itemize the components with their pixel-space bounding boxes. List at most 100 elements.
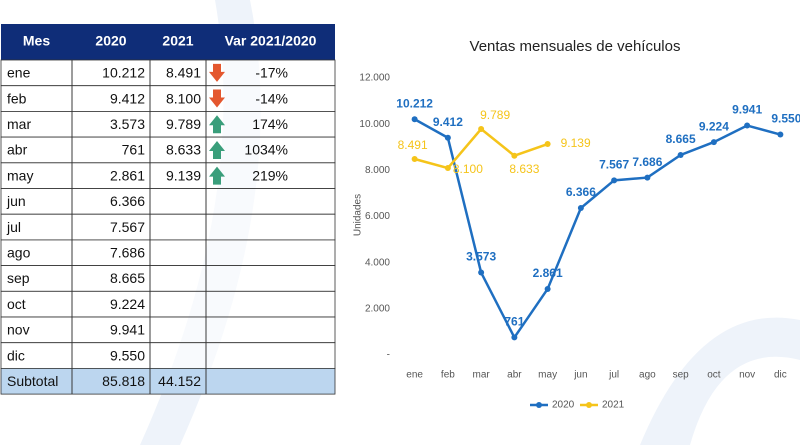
x-tick-label: may bbox=[538, 370, 557, 381]
data-label: 761 bbox=[504, 315, 524, 329]
data-point bbox=[478, 126, 485, 133]
arrow-up-icon bbox=[209, 140, 225, 159]
data-point bbox=[411, 155, 418, 162]
table-cell: 9.412 bbox=[110, 90, 145, 106]
arrow-up-icon bbox=[209, 166, 225, 185]
table-cell: 3.573 bbox=[110, 116, 145, 132]
data-point bbox=[744, 122, 751, 129]
table-cell-border bbox=[205, 367, 336, 395]
table-cell: 8.100 bbox=[166, 90, 201, 106]
data-point bbox=[677, 151, 684, 158]
table-cell: 7.567 bbox=[110, 219, 145, 235]
table-header-bg bbox=[1, 24, 335, 60]
data-label: 9.941 bbox=[732, 103, 762, 117]
table-header-cell: Var 2021/2020 bbox=[225, 33, 317, 49]
table-cell: 10.212 bbox=[102, 65, 145, 81]
table-cell: 9.224 bbox=[110, 296, 145, 312]
x-tick-label: sep bbox=[673, 370, 690, 381]
series-line bbox=[414, 118, 781, 340]
table-row-bg bbox=[1, 85, 335, 112]
arrow-down-icon bbox=[209, 89, 225, 108]
table-cell: 44.152 bbox=[158, 373, 201, 389]
table-cell: 761 bbox=[122, 142, 146, 158]
data-point bbox=[544, 141, 551, 148]
data-label: 8.665 bbox=[666, 132, 696, 146]
arrow-down-icon bbox=[209, 63, 225, 82]
data-point bbox=[444, 134, 451, 141]
table-row-bg bbox=[1, 214, 335, 240]
x-tick-label: ago bbox=[639, 370, 656, 381]
table-cell: feb bbox=[7, 90, 27, 106]
table-cell: 9.139 bbox=[166, 167, 201, 183]
table-cell: 8.665 bbox=[110, 270, 145, 286]
table-cell: 1034% bbox=[244, 142, 288, 158]
data-label: 2.861 bbox=[533, 266, 563, 280]
data-point bbox=[478, 269, 485, 276]
table-cell: may bbox=[7, 167, 33, 183]
table-row-bg bbox=[1, 368, 335, 395]
table-row-bg bbox=[1, 188, 335, 215]
table-cell: -14% bbox=[255, 90, 288, 106]
table-cell: -17% bbox=[255, 65, 288, 81]
table-header-cell: 2020 bbox=[95, 33, 126, 49]
data-point bbox=[411, 116, 418, 123]
data-label: 9.412 bbox=[433, 115, 463, 129]
table-cell: 85.818 bbox=[102, 373, 145, 389]
table-cell: sep bbox=[7, 270, 30, 286]
table-cell: 9.941 bbox=[110, 322, 145, 338]
legend-label: 2020 bbox=[552, 400, 575, 411]
data-point bbox=[777, 131, 784, 138]
table-cell: jul bbox=[6, 219, 21, 235]
y-tick-label: 8.000 bbox=[365, 165, 390, 176]
table-row-bg bbox=[1, 111, 335, 138]
data-point bbox=[511, 152, 518, 159]
data-label: 8.633 bbox=[509, 162, 539, 176]
table-cell: jun bbox=[6, 193, 26, 209]
table-cell: abr bbox=[7, 142, 28, 158]
y-tick-label: 2.000 bbox=[365, 303, 390, 314]
legend-label: 2021 bbox=[602, 400, 625, 411]
data-label: 6.366 bbox=[566, 185, 596, 199]
table-cell: 9.789 bbox=[166, 116, 201, 132]
table-row-bg bbox=[1, 162, 335, 189]
data-point bbox=[544, 285, 551, 292]
table-cell: ene bbox=[7, 65, 31, 81]
table-row-bg bbox=[1, 317, 335, 343]
x-tick-label: ene bbox=[406, 370, 423, 381]
table-cell: dic bbox=[7, 347, 25, 363]
data-point bbox=[611, 177, 618, 184]
data-label: 8.491 bbox=[398, 138, 428, 152]
data-label: 9.139 bbox=[561, 136, 591, 150]
table-cell: 7.686 bbox=[110, 244, 145, 260]
data-label: 7.686 bbox=[632, 155, 662, 169]
x-tick-label: feb bbox=[441, 370, 455, 381]
x-tick-label: dic bbox=[774, 370, 787, 381]
y-tick-label: - bbox=[387, 350, 390, 361]
background-swoosh bbox=[640, 317, 800, 445]
y-tick-label: 10.000 bbox=[359, 119, 390, 130]
arrow-up-icon bbox=[209, 115, 225, 134]
table-cell: 174% bbox=[252, 116, 288, 132]
data-point bbox=[710, 139, 717, 146]
y-tick-label: 4.000 bbox=[365, 257, 390, 268]
x-tick-label: jul bbox=[608, 370, 619, 381]
x-tick-label: jun bbox=[573, 370, 587, 381]
data-point bbox=[577, 205, 584, 212]
data-point bbox=[644, 174, 651, 181]
table-row-bg bbox=[1, 137, 335, 163]
table-cell: 9.550 bbox=[110, 347, 145, 363]
data-label: 9.224 bbox=[699, 119, 729, 133]
data-label: 8.100 bbox=[453, 162, 483, 176]
data-label: 9.550 bbox=[771, 112, 800, 126]
legend-marker bbox=[586, 402, 592, 408]
table-cell: oct bbox=[7, 296, 26, 312]
y-tick-label: 12.000 bbox=[359, 73, 390, 84]
data-label: 10.212 bbox=[396, 96, 433, 110]
table-cell: 6.366 bbox=[110, 193, 145, 209]
x-tick-label: mar bbox=[473, 370, 491, 381]
table-cell: nov bbox=[7, 322, 30, 338]
y-tick-label: 6.000 bbox=[365, 211, 390, 222]
y-axis-label: Unidades bbox=[353, 194, 364, 236]
table-row-bg bbox=[1, 342, 335, 369]
